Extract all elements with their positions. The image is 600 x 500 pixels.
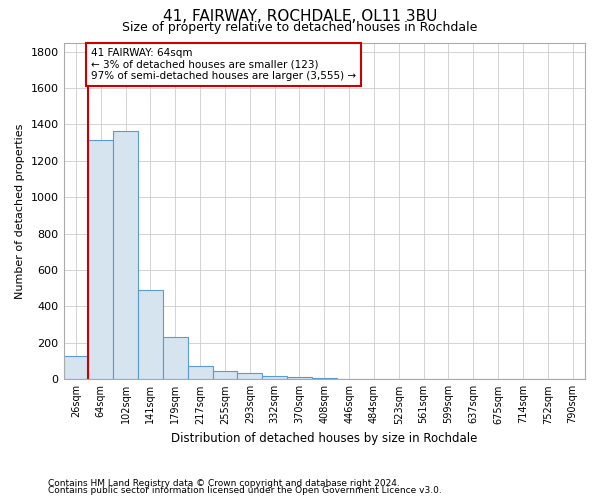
Bar <box>238 373 262 380</box>
Bar <box>212 371 238 380</box>
Bar <box>262 376 287 380</box>
Text: Size of property relative to detached houses in Rochdale: Size of property relative to detached ho… <box>122 22 478 35</box>
Y-axis label: Number of detached properties: Number of detached properties <box>15 123 25 298</box>
Bar <box>88 140 113 380</box>
Bar <box>312 378 337 380</box>
Text: 41, FAIRWAY, ROCHDALE, OL11 3BU: 41, FAIRWAY, ROCHDALE, OL11 3BU <box>163 9 437 24</box>
Bar <box>64 356 88 380</box>
Text: Contains public sector information licensed under the Open Government Licence v3: Contains public sector information licen… <box>48 486 442 495</box>
Bar <box>138 290 163 380</box>
Bar <box>287 377 312 380</box>
Text: 41 FAIRWAY: 64sqm
← 3% of detached houses are smaller (123)
97% of semi-detached: 41 FAIRWAY: 64sqm ← 3% of detached house… <box>91 48 356 81</box>
Bar <box>113 131 138 380</box>
Bar <box>337 379 362 380</box>
Text: Contains HM Land Registry data © Crown copyright and database right 2024.: Contains HM Land Registry data © Crown c… <box>48 478 400 488</box>
Bar <box>188 366 212 380</box>
Bar <box>163 338 188 380</box>
X-axis label: Distribution of detached houses by size in Rochdale: Distribution of detached houses by size … <box>171 432 478 445</box>
